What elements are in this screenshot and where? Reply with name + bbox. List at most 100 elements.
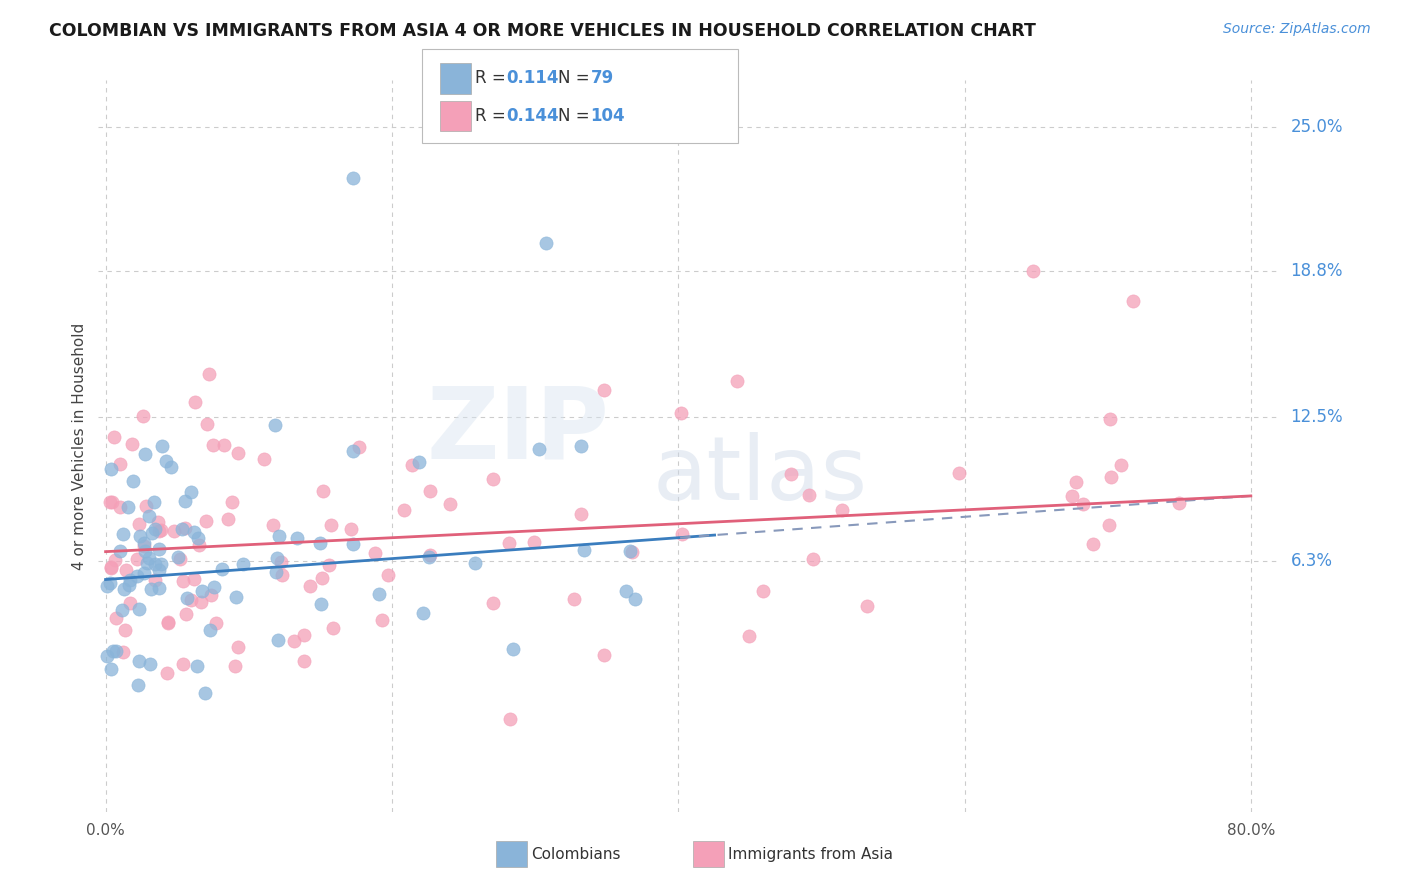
Point bbox=[184, 395, 207, 409]
Point bbox=[202, 438, 225, 452]
Point bbox=[367, 587, 389, 601]
Y-axis label: 4 or more Vehicles in Household: 4 or more Vehicles in Household bbox=[72, 322, 87, 570]
Point bbox=[412, 606, 434, 620]
Point bbox=[128, 602, 150, 616]
Point bbox=[125, 552, 148, 566]
Point bbox=[671, 527, 693, 541]
Point bbox=[163, 524, 186, 538]
Point bbox=[309, 536, 332, 550]
Point bbox=[418, 549, 440, 564]
Text: atlas: atlas bbox=[652, 432, 868, 519]
Point bbox=[498, 712, 520, 726]
Point bbox=[200, 588, 222, 602]
Point bbox=[266, 632, 288, 647]
Point bbox=[593, 648, 616, 662]
Point bbox=[364, 546, 387, 560]
Point bbox=[117, 500, 139, 515]
Point bbox=[264, 418, 287, 433]
Point bbox=[108, 457, 131, 471]
Point bbox=[148, 515, 170, 529]
Point bbox=[100, 561, 122, 575]
Point bbox=[186, 659, 208, 673]
Point bbox=[221, 495, 243, 509]
Point bbox=[1099, 469, 1122, 483]
Point bbox=[347, 440, 370, 454]
Point bbox=[408, 454, 430, 468]
Point bbox=[129, 529, 152, 543]
Point bbox=[194, 686, 217, 700]
Text: 18.8%: 18.8% bbox=[1291, 261, 1343, 280]
Point bbox=[149, 557, 172, 571]
Point bbox=[214, 438, 236, 452]
Point bbox=[148, 581, 170, 595]
Point bbox=[174, 521, 197, 535]
Point bbox=[228, 446, 250, 460]
Point bbox=[523, 535, 546, 549]
Point bbox=[322, 621, 344, 635]
Point bbox=[100, 559, 122, 574]
Point bbox=[232, 557, 254, 571]
Point bbox=[211, 562, 233, 576]
Point bbox=[135, 556, 157, 570]
Point bbox=[134, 544, 156, 558]
Point bbox=[148, 542, 170, 557]
Point bbox=[173, 494, 195, 508]
Text: N =: N = bbox=[558, 70, 595, 87]
Point bbox=[111, 603, 134, 617]
Point bbox=[104, 611, 127, 625]
Point bbox=[172, 574, 194, 588]
Point bbox=[200, 623, 222, 637]
Text: COLOMBIAN VS IMMIGRANTS FROM ASIA 4 OR MORE VEHICLES IN HOUSEHOLD CORRELATION CH: COLOMBIAN VS IMMIGRANTS FROM ASIA 4 OR M… bbox=[49, 22, 1036, 40]
Point bbox=[121, 437, 143, 451]
Point bbox=[143, 573, 166, 587]
Point bbox=[536, 235, 558, 250]
Point bbox=[172, 657, 194, 671]
Point bbox=[738, 629, 761, 643]
Point bbox=[371, 613, 394, 627]
Point bbox=[266, 551, 288, 566]
Point bbox=[592, 384, 614, 398]
Point bbox=[217, 512, 239, 526]
Text: 6.3%: 6.3% bbox=[1291, 552, 1333, 570]
Point bbox=[195, 514, 218, 528]
Point bbox=[100, 575, 122, 590]
Point bbox=[309, 597, 332, 611]
Point bbox=[112, 645, 135, 659]
Text: Immigrants from Asia: Immigrants from Asia bbox=[728, 847, 893, 862]
Point bbox=[174, 607, 197, 621]
Point bbox=[562, 591, 585, 606]
Point bbox=[121, 474, 143, 488]
Point bbox=[128, 516, 150, 531]
Point bbox=[104, 552, 127, 566]
Point bbox=[127, 678, 149, 692]
Point bbox=[401, 458, 423, 473]
Point bbox=[155, 454, 177, 468]
Point bbox=[103, 430, 125, 444]
Point bbox=[155, 665, 177, 680]
Point bbox=[292, 654, 315, 668]
Point bbox=[138, 657, 160, 671]
Point bbox=[856, 599, 879, 613]
Point bbox=[108, 500, 131, 514]
Point bbox=[342, 170, 364, 185]
Point bbox=[502, 641, 524, 656]
Point bbox=[100, 462, 122, 476]
Point bbox=[190, 595, 212, 609]
Text: R =: R = bbox=[475, 107, 512, 125]
Point bbox=[621, 545, 644, 559]
Point bbox=[224, 658, 246, 673]
Point bbox=[948, 466, 970, 480]
Point bbox=[1066, 475, 1088, 490]
Text: 12.5%: 12.5% bbox=[1291, 408, 1343, 426]
Point bbox=[831, 503, 853, 517]
Point bbox=[135, 499, 157, 513]
Point bbox=[202, 580, 225, 594]
Point bbox=[226, 640, 249, 655]
Point bbox=[101, 643, 124, 657]
Text: Colombians: Colombians bbox=[531, 847, 621, 862]
Point bbox=[188, 538, 211, 552]
Text: 25.0%: 25.0% bbox=[1291, 118, 1343, 136]
Point bbox=[180, 593, 202, 607]
Point bbox=[132, 536, 155, 550]
Point bbox=[319, 518, 342, 533]
